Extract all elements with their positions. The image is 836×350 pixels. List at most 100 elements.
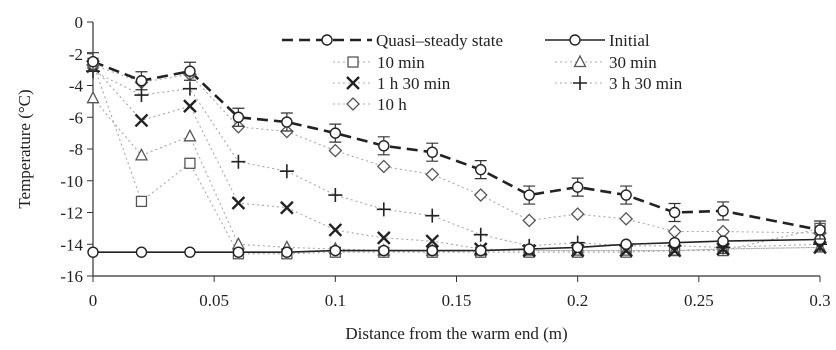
series-line-10-h — [92, 64, 821, 234]
y-tick-label: -10 — [60, 172, 83, 191]
legend-label-30-min: 30 min — [609, 53, 657, 72]
y-tick-label: 0 — [75, 13, 84, 32]
data-point-10-min — [184, 157, 196, 169]
data-point-initial — [571, 241, 584, 254]
x-tick-label: 0.1 — [325, 291, 346, 310]
data-point-initial — [184, 246, 196, 258]
data-point-initial — [135, 246, 148, 258]
data-point-initial — [668, 236, 681, 249]
data-point-10-h — [522, 213, 537, 228]
data-point-3-h-30-min — [134, 88, 149, 103]
data-point-quasi-steady-state — [184, 65, 196, 77]
x-tick-label: 0.15 — [442, 291, 472, 310]
data-point-quasi-steady-state — [620, 189, 632, 201]
data-point-initial — [378, 244, 390, 257]
x-axis-title: Distance from the warm end (m) — [345, 324, 567, 343]
data-point-10-h — [425, 167, 440, 182]
data-point-initial — [329, 244, 342, 257]
data-point-initial — [426, 244, 438, 257]
legend: Quasi–steady state Initial 10 min 30 min 1 h… — [282, 31, 683, 114]
legend-marker-3-h-30-min — [573, 76, 587, 90]
data-point-quasi-steady-state — [523, 189, 535, 201]
data-point-30-min — [134, 147, 149, 161]
series-line-10-min — [92, 63, 821, 255]
series-line-quasi-steady-state — [92, 60, 821, 232]
legend-marker-30-min — [573, 54, 587, 68]
data-point-30-min — [86, 90, 100, 104]
data-point-10-h — [473, 188, 488, 202]
data-point-1-h-30-min — [183, 99, 197, 113]
data-point-1-h-30-min — [280, 200, 294, 215]
series-markers — [86, 52, 827, 260]
data-point-10-h — [376, 159, 391, 174]
x-tick-label: 0.3 — [809, 291, 830, 310]
data-point-quasi-steady-state — [571, 181, 584, 193]
data-point-initial — [87, 246, 99, 258]
x-tick-label: 0.05 — [199, 291, 229, 310]
data-point-3-h-30-min — [328, 188, 343, 203]
data-point-initial — [620, 238, 632, 250]
axes: 0 -2 -4 -6 -8 -10 -12 -14 -16 0 0.05 0.1 0.15 0.2 0.25… — [60, 13, 830, 310]
y-tick-label: -14 — [60, 235, 83, 254]
data-point-1-h-30-min — [425, 234, 440, 248]
data-point-quasi-steady-state — [814, 224, 826, 236]
x-tick-label: 0 — [89, 291, 98, 310]
data-point-quasi-steady-state — [717, 205, 729, 217]
data-point-quasi-steady-state — [475, 163, 487, 176]
data-point-initial — [281, 246, 293, 258]
data-point-3-h-30-min — [425, 208, 440, 223]
data-point-initial — [717, 235, 729, 247]
series-line-1-h-30-min — [92, 66, 821, 252]
data-point-1-h-30-min — [328, 223, 343, 237]
data-point-30-min — [183, 128, 197, 142]
data-point-quasi-steady-state — [668, 206, 681, 219]
y-axis-title: Temperature (°C) — [15, 89, 34, 208]
data-point-10-h — [619, 211, 634, 226]
x-tick-label: 0.2 — [567, 291, 588, 310]
series-line-30-min — [92, 97, 821, 252]
legend-label-quasi-steady-state: Quasi–steady state — [376, 31, 503, 50]
data-point-10-h — [667, 224, 682, 239]
legend-marker-quasi-steady-state — [321, 34, 333, 46]
series-lines — [92, 60, 821, 255]
data-point-3-h-30-min — [279, 164, 294, 179]
y-tick-label: -16 — [60, 267, 83, 286]
legend-label-initial: Initial — [609, 31, 650, 50]
data-point-10-h — [328, 143, 343, 158]
data-point-quasi-steady-state — [232, 111, 245, 123]
legend-label-10-h: 10 h — [377, 95, 407, 114]
legend-marker-initial — [569, 34, 581, 46]
data-point-initial — [232, 246, 245, 258]
data-point-initial — [475, 244, 487, 257]
x-tick-label: 0.25 — [684, 291, 714, 310]
data-point-3-h-30-min — [473, 227, 488, 242]
y-tick-label: -4 — [69, 77, 84, 96]
data-point-quasi-steady-state — [378, 140, 390, 152]
data-point-quasi-steady-state — [87, 55, 99, 68]
data-point-3-h-30-min — [182, 81, 197, 96]
data-point-quasi-steady-state — [426, 146, 438, 158]
data-point-1-h-30-min — [231, 196, 246, 210]
data-point-10-min — [135, 195, 148, 208]
data-point-initial — [523, 243, 535, 255]
y-tick-label: -2 — [69, 45, 83, 64]
legend-label-3-h-30-min: 3 h 30 min — [609, 74, 683, 93]
series-line-initial — [93, 238, 821, 253]
legend-label-1-h-30-min: 1 h 30 min — [377, 74, 451, 93]
data-point-quasi-steady-state — [135, 75, 148, 87]
data-point-quasi-steady-state — [281, 116, 293, 128]
data-point-3-h-30-min — [376, 202, 391, 217]
legend-marker-10-h — [346, 97, 360, 111]
series-line-3-h-30-min — [92, 70, 821, 248]
legend-marker-10-min — [347, 56, 359, 68]
data-point-quasi-steady-state — [329, 127, 342, 139]
data-point-10-h — [570, 207, 585, 222]
data-point-3-h-30-min — [231, 154, 246, 169]
legend-marker-1-h-30-min — [346, 76, 360, 90]
data-point-1-h-30-min — [376, 231, 391, 245]
legend-label-10-min: 10 min — [377, 53, 425, 72]
y-tick-label: -6 — [69, 108, 83, 127]
data-point-1-h-30-min — [134, 113, 149, 128]
y-tick-label: -8 — [69, 140, 83, 159]
